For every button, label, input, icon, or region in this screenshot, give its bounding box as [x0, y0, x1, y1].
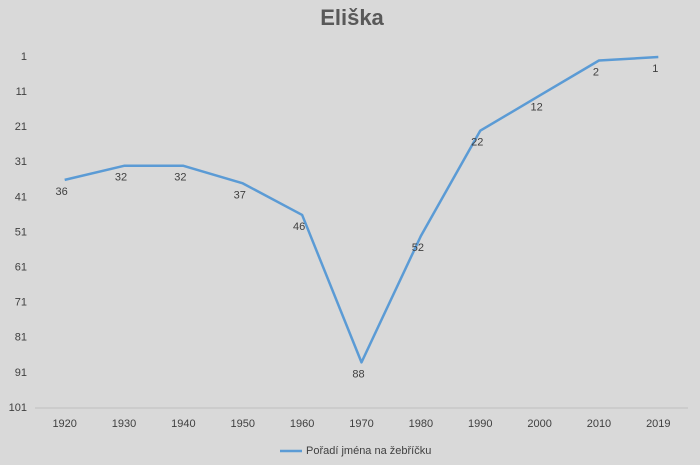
x-tick-label: 1960 [290, 418, 314, 430]
y-tick-label: 41 [15, 191, 27, 203]
y-tick-label: 71 [15, 297, 27, 309]
data-label: 1 [652, 63, 658, 75]
data-label: 52 [412, 242, 424, 254]
x-tick-label: 1950 [231, 418, 255, 430]
x-tick-label: 1980 [409, 418, 433, 430]
x-tick-label: 2000 [527, 418, 551, 430]
chart-title: Eliška [320, 5, 384, 30]
y-tick-label: 61 [15, 262, 27, 274]
y-tick-label: 21 [15, 121, 27, 133]
x-tick-label: 1970 [349, 418, 373, 430]
y-tick-label: 1 [21, 51, 27, 63]
data-label: 37 [234, 189, 246, 201]
y-tick-label: 81 [15, 332, 27, 344]
line [64, 55, 659, 364]
y-tick-label: 11 [16, 86, 27, 98]
x-tick-label: 1920 [52, 418, 76, 430]
legend-label: Pořadí jména na žebříčku [306, 445, 431, 457]
data-label: 22 [471, 137, 483, 149]
x-tick-label: 1930 [112, 418, 136, 430]
x-tick-label: 1940 [171, 418, 195, 430]
x-tick-label: 1990 [468, 418, 492, 430]
data-label: 32 [174, 172, 186, 184]
data-label: 46 [293, 221, 305, 233]
data-label: 12 [530, 102, 542, 114]
y-tick-label: 101 [9, 402, 27, 414]
y-tick-label: 51 [15, 226, 27, 238]
x-tick-label: 2010 [587, 418, 611, 430]
data-label: 88 [352, 368, 364, 380]
x-tick-label: 2019 [646, 418, 670, 430]
data-label: 32 [115, 172, 127, 184]
y-tick-label: 91 [15, 367, 27, 379]
data-label: 2 [593, 66, 599, 78]
data-label: 36 [56, 186, 68, 198]
y-tick-label: 31 [15, 156, 27, 168]
